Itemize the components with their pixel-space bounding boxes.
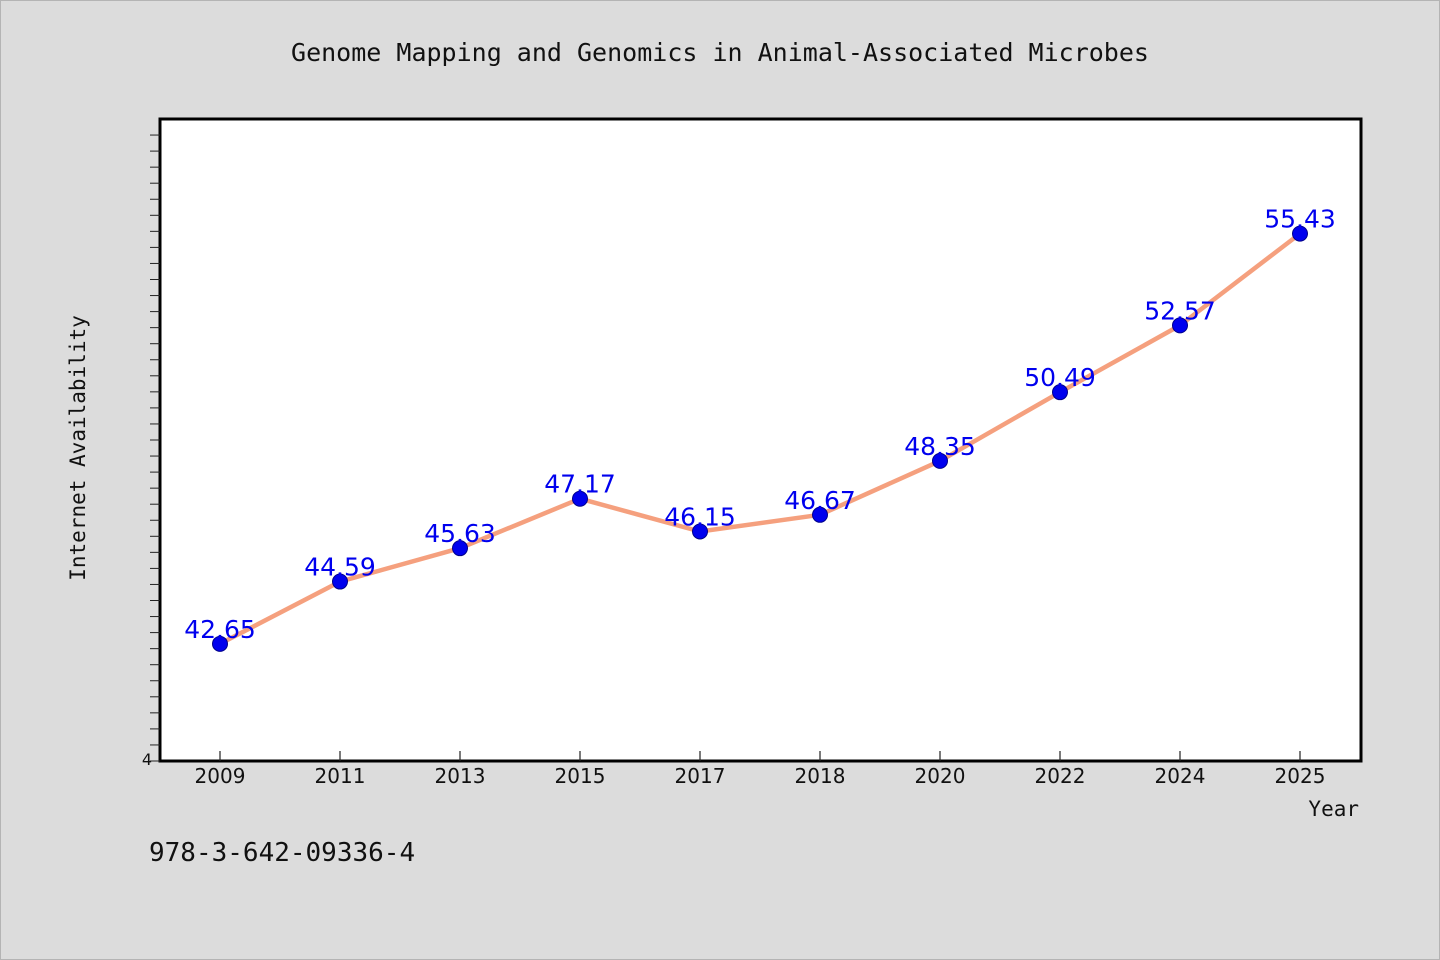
data-label: 55.43 <box>1264 205 1336 234</box>
x-tick-label: 2018 <box>795 764 846 788</box>
data-point <box>692 523 708 540</box>
data-point <box>212 635 228 652</box>
y-axis-ticks <box>150 134 160 762</box>
data-label: 48.35 <box>904 432 976 461</box>
data-point <box>1172 317 1188 334</box>
x-tick-label: 2024 <box>1155 764 1206 788</box>
data-label: 46.67 <box>784 486 856 515</box>
x-tick-label: 2022 <box>1035 764 1086 788</box>
data-label: 50.49 <box>1024 363 1096 392</box>
x-tick-label: 2025 <box>1275 764 1326 788</box>
y-axis-label: Internet Availability <box>66 315 90 581</box>
x-axis-label: Year <box>1308 797 1359 821</box>
x-tick-label: 2017 <box>675 764 726 788</box>
x-tick-label: 2009 <box>195 764 246 788</box>
y-axis-tick-labels: 4 <box>142 750 152 769</box>
data-point <box>332 573 348 590</box>
data-point <box>932 452 948 469</box>
data-point <box>572 490 588 507</box>
x-tick-label: 2015 <box>555 764 606 788</box>
plot-area <box>158 117 1363 763</box>
x-tick-label: 2020 <box>915 764 966 788</box>
x-tick-label: 2013 <box>435 764 486 788</box>
data-label: 45.63 <box>424 519 496 548</box>
x-tick-label: 2011 <box>315 764 366 788</box>
data-label: 42.65 <box>184 615 256 644</box>
data-point <box>452 540 468 557</box>
data-label: 44.59 <box>304 553 376 582</box>
series-line <box>217 231 1303 647</box>
data-label: 52.57 <box>1144 296 1216 325</box>
x-axis-tick-labels: 2009 2011 2013 2015 2017 2018 2020 2022 2024 2025 <box>195 764 1326 788</box>
data-point <box>812 506 828 523</box>
chart-title: Genome Mapping and Genomics in Animal-As… <box>291 38 1149 67</box>
data-point <box>1052 384 1068 401</box>
series-markers <box>212 225 1308 652</box>
data-label: 46.15 <box>664 502 736 531</box>
data-label: 47.17 <box>544 470 616 499</box>
y-tick-label: 4 <box>142 750 152 769</box>
data-labels: 42.65 44.59 45.63 47.17 46.15 46.67 48.35 50.49… <box>184 205 1336 644</box>
data-point <box>1292 225 1308 242</box>
x-axis-ticks <box>219 751 1301 761</box>
isbn-text: 978-3-642-09336-4 <box>149 838 415 868</box>
